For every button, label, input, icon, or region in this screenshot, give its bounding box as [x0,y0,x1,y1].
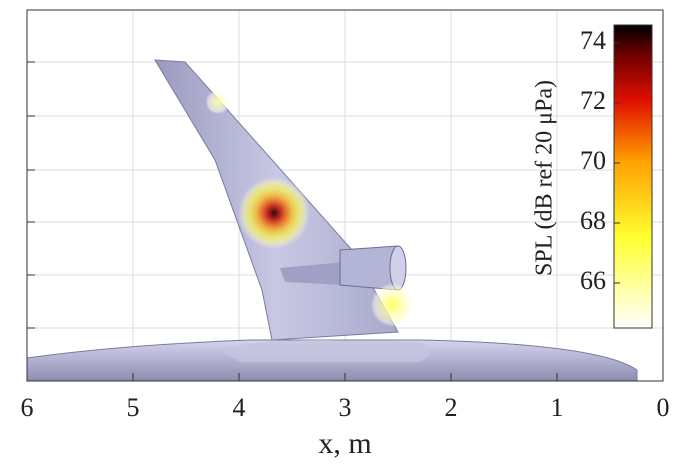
x-tick-label: 5 [127,393,140,422]
x-tick-label: 0 [657,393,670,422]
source-spot [238,177,310,249]
colorbar-tick-label: 70 [580,146,606,175]
chart: x, m SPL (dB ref 20 μPa) 6 5 4 3 2 1 0 66 68 70 72… [0,0,676,465]
x-tick-label: 4 [233,393,246,422]
colorbar-tick-label: 68 [580,206,606,235]
x-tick-label: 3 [339,393,352,422]
x-tick-label: 6 [21,393,34,422]
colorbar-label: SPL (dB ref 20 μPa) [532,80,558,276]
colorbar-tick-label: 72 [580,86,606,115]
x-axis-label: x, m [318,427,371,460]
x-tick-label: 1 [551,393,564,422]
colorbar-tick-label: 74 [580,26,606,55]
source-spot [371,283,415,327]
colorbar-tick-label: 66 [580,266,606,295]
wing-fairing [222,340,430,362]
source-spot [206,90,230,114]
x-tick-label: 2 [445,393,458,422]
